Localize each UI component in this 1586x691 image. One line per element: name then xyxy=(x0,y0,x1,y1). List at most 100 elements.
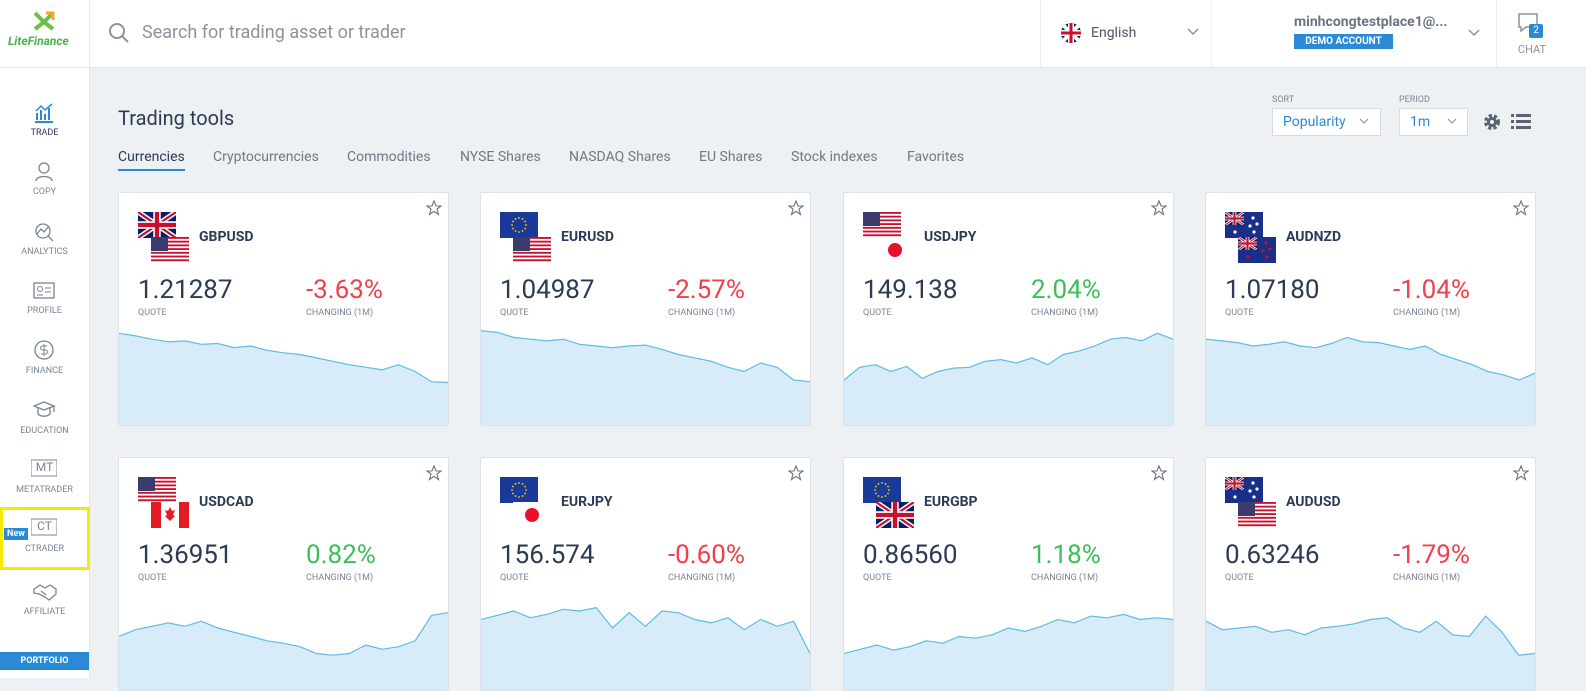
sparkline xyxy=(481,606,810,690)
flag xyxy=(1238,502,1276,528)
account-email[interactable]: minhcongtestplace1@... xyxy=(1294,14,1448,30)
tab[interactable]: Cryptocurrencies xyxy=(213,149,319,165)
spark-area xyxy=(481,607,810,690)
page-title: Trading tools xyxy=(118,106,235,130)
chevron xyxy=(1187,28,1199,36)
asset-card[interactable]: EURJPY 156.574 QUOTE -0.60% CHANGING (1M) xyxy=(480,457,811,691)
change: -3.63% xyxy=(306,275,383,305)
flag xyxy=(876,502,914,528)
nav-label: PROFILE xyxy=(27,306,62,317)
chevron xyxy=(1468,29,1480,37)
spark-line xyxy=(844,332,1173,381)
favorite-star[interactable] xyxy=(426,465,442,481)
asset-card[interactable]: USDCAD 1.36951 QUOTE 0.82% CHANGING (1M) xyxy=(118,457,449,691)
nav-icon xyxy=(33,400,56,417)
nav-item[interactable]: FINANCE xyxy=(0,336,89,392)
flag xyxy=(138,212,176,238)
nav-item[interactable]: EDUCATION xyxy=(0,396,89,452)
tab[interactable]: NASDAQ Shares xyxy=(569,149,671,165)
logo: LiteFinance xyxy=(0,0,90,67)
list-icon[interactable] xyxy=(1511,113,1531,131)
nav-item[interactable]: ANALYTICS xyxy=(0,218,89,274)
spark-line xyxy=(481,330,810,383)
nav-label: COPY xyxy=(32,187,57,198)
favorite-star[interactable] xyxy=(1151,465,1167,481)
sparkline xyxy=(844,613,1173,690)
period-select[interactable]: 1m xyxy=(1399,108,1468,136)
chevron xyxy=(1447,118,1457,124)
asset-card[interactable]: AUDUSD 0.63246 QUOTE -1.79% CHANGING (1M) xyxy=(1205,457,1536,691)
nav-item[interactable]: MT METATRADER xyxy=(0,455,89,511)
quote-label: QUOTE xyxy=(863,573,892,583)
nav-item[interactable]: COPY xyxy=(0,158,89,214)
period-label: PERIOD xyxy=(1399,95,1430,105)
nav-icon xyxy=(33,584,57,601)
sparkline xyxy=(1206,615,1535,690)
quote-label: QUOTE xyxy=(863,308,892,318)
sparkline xyxy=(119,332,448,425)
search-icon xyxy=(109,23,129,43)
nav-icon xyxy=(35,222,54,242)
nav-item[interactable]: AFFILIATE xyxy=(0,578,89,634)
settings-icon[interactable] xyxy=(1482,112,1502,132)
portfolio-bar[interactable]: PORTFOLIO xyxy=(0,652,89,670)
chat-icon xyxy=(1518,13,1538,33)
spark-line xyxy=(844,613,1173,655)
nav-label: ANALYTICS xyxy=(21,246,68,257)
nav-label: AFFILIATE xyxy=(23,607,66,617)
spark-line xyxy=(1206,336,1535,381)
flag xyxy=(1225,212,1263,238)
asset-card[interactable]: EURUSD 1.04987 QUOTE -2.57% CHANGING (1M) xyxy=(480,192,811,426)
chat-button[interactable]: 2 CHAT xyxy=(1496,0,1567,67)
nav-item[interactable]: PROFILE xyxy=(0,277,89,333)
language-label: English xyxy=(1091,25,1137,41)
change-label: CHANGING (1M) xyxy=(1031,308,1099,318)
nav-label: METATRADER xyxy=(16,484,73,495)
asset-card[interactable]: AUDNZD 1.07180 QUOTE -1.04% CHANGING (1M) xyxy=(1205,192,1536,426)
change: -0.60% xyxy=(668,540,745,570)
change-label: CHANGING (1M) xyxy=(306,573,374,583)
tab[interactable]: Currencies xyxy=(118,149,185,171)
spark-area xyxy=(844,614,1173,690)
asset-card[interactable]: USDJPY 149.138 QUOTE 2.04% CHANGING (1M) xyxy=(843,192,1174,426)
spark-area xyxy=(844,333,1173,425)
favorite-star[interactable] xyxy=(788,200,804,216)
spark-line xyxy=(481,606,810,654)
flag xyxy=(876,237,914,263)
quote: 1.04987 xyxy=(500,275,595,305)
language-select[interactable]: English xyxy=(1040,0,1212,67)
tab[interactable]: Stock indexes xyxy=(791,149,878,165)
nav-icon xyxy=(31,518,57,536)
flag xyxy=(138,477,176,503)
sort-select[interactable]: Popularity xyxy=(1272,108,1381,136)
account-badge: DEMO ACCOUNT xyxy=(1294,34,1393,49)
tab[interactable]: EU Shares xyxy=(699,149,763,165)
quote: 156.574 xyxy=(500,540,595,570)
change-label: CHANGING (1M) xyxy=(306,308,374,318)
tab[interactable]: Commodities xyxy=(347,149,431,165)
symbol: GBPUSD xyxy=(199,229,254,245)
asset-card[interactable]: GBPUSD 1.21287 QUOTE -3.63% CHANGING (1M) xyxy=(118,192,449,426)
favorite-star[interactable] xyxy=(1151,200,1167,216)
nav-item[interactable]: TRADE xyxy=(0,99,89,155)
quote: 1.36951 xyxy=(138,540,233,570)
chevron xyxy=(1359,118,1369,124)
nav-item[interactable]: CT New CTRADER xyxy=(0,514,89,570)
change-label: CHANGING (1M) xyxy=(1393,308,1461,318)
change: 1.18% xyxy=(1031,540,1101,570)
nav-icon xyxy=(35,103,53,123)
favorite-star[interactable] xyxy=(426,200,442,216)
sparkline xyxy=(119,612,448,690)
tab[interactable]: NYSE Shares xyxy=(460,149,541,165)
tab[interactable]: Favorites xyxy=(907,149,965,165)
sparkline xyxy=(1206,336,1535,425)
favorite-star[interactable] xyxy=(1513,465,1529,481)
logo-text: LiteFinance xyxy=(8,34,69,48)
favorite-star[interactable] xyxy=(788,465,804,481)
nav-label: EDUCATION xyxy=(20,425,69,436)
change-label: CHANGING (1M) xyxy=(1393,573,1461,583)
favorite-star[interactable] xyxy=(1513,200,1529,216)
asset-card[interactable]: EURGBP 0.86560 QUOTE 1.18% CHANGING (1M) xyxy=(843,457,1174,691)
search-input[interactable]: Search for trading asset or trader xyxy=(142,22,406,43)
change: -2.57% xyxy=(668,275,745,305)
